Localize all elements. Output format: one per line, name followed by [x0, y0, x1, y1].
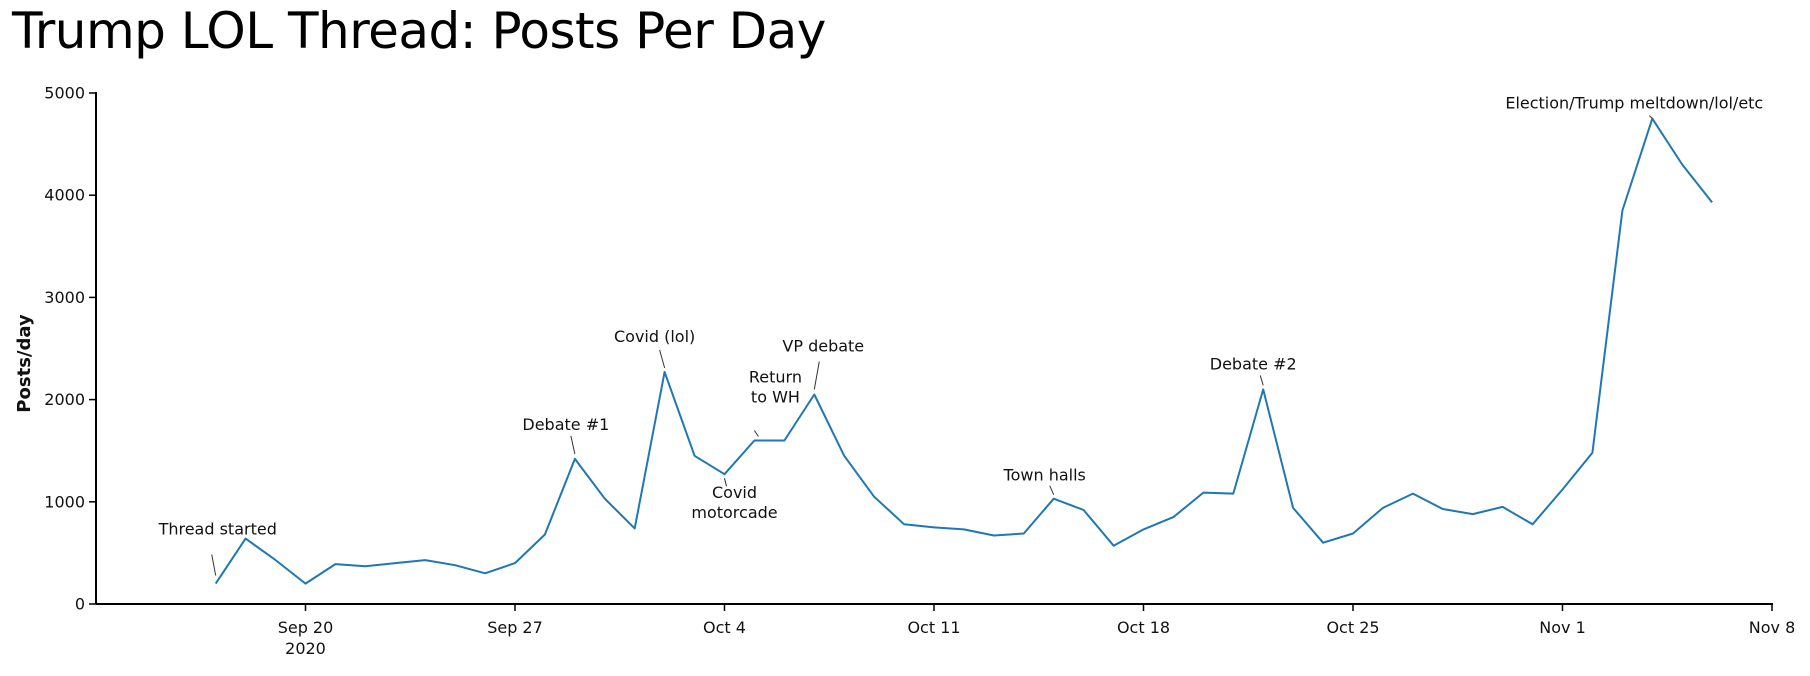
data-point — [1471, 512, 1475, 516]
x-tick-label: Nov 8 — [1749, 618, 1796, 637]
x-tick-label: Sep 27 — [487, 618, 543, 637]
data-point — [1142, 527, 1146, 531]
x-tick-sublabel: 2020 — [285, 639, 326, 658]
data-point — [1680, 163, 1684, 167]
data-point — [1052, 497, 1056, 501]
data-point — [872, 495, 876, 499]
data-point — [1351, 531, 1355, 535]
data-point — [1531, 522, 1535, 526]
data-point — [1291, 506, 1295, 510]
data-point — [1112, 544, 1116, 548]
series-line — [214, 117, 1713, 585]
annotation-leader — [1049, 485, 1055, 495]
x-tick-label: Oct 11 — [907, 618, 960, 637]
y-tick-label: 0 — [75, 595, 85, 614]
data-point — [453, 563, 457, 567]
annotation-leader — [659, 349, 666, 369]
annotation-label: Town halls — [1003, 466, 1086, 485]
x-tick-label: Oct 25 — [1326, 618, 1379, 637]
data-point — [812, 392, 816, 396]
data-point — [423, 558, 427, 562]
annotation-label: Debate #2 — [1210, 354, 1297, 373]
annotation-label: Return — [749, 367, 802, 386]
annotation-label: Debate #1 — [522, 415, 609, 434]
chart-title: Trump LOL Thread: Posts Per Day — [12, 2, 826, 60]
data-point — [932, 525, 936, 529]
annotation-leader — [724, 478, 727, 487]
data-point — [1231, 492, 1235, 496]
data-point — [543, 533, 547, 537]
y-tick-label: 2000 — [44, 390, 85, 409]
data-point — [1561, 488, 1565, 492]
annotation-label: motorcade — [691, 503, 777, 522]
y-tick-label: 5000 — [44, 84, 85, 103]
data-point — [1590, 451, 1594, 455]
annotation-label: Covid (lol) — [614, 327, 695, 346]
annotation-label: Thread started — [158, 520, 277, 539]
data-point — [483, 571, 487, 575]
data-point — [1381, 506, 1385, 510]
data-point — [1022, 531, 1026, 535]
annotation-label: VP debate — [782, 336, 864, 355]
data-point — [214, 582, 218, 586]
annotation-leader — [1648, 115, 1653, 119]
data-point — [1321, 541, 1325, 545]
x-tick-label: Oct 18 — [1117, 618, 1170, 637]
data-point — [274, 558, 278, 562]
data-point — [782, 438, 786, 442]
data-point — [393, 561, 397, 565]
data-point — [304, 582, 308, 586]
y-tick-label: 3000 — [44, 288, 85, 307]
data-point — [633, 526, 637, 530]
data-point — [1501, 505, 1505, 509]
data-point — [842, 454, 846, 458]
y-tick-label: 4000 — [44, 186, 85, 205]
annotation-label: Election/Trump meltdown/lol/etc — [1505, 94, 1763, 113]
data-point — [1441, 507, 1445, 511]
annotation-leader — [211, 554, 217, 576]
data-point — [663, 370, 667, 374]
series-layer — [214, 117, 1714, 586]
data-point — [1082, 508, 1086, 512]
data-point — [363, 564, 367, 568]
data-point — [573, 457, 577, 461]
annotation-label: Covid — [712, 483, 757, 502]
data-point — [992, 534, 996, 538]
y-tick-label: 1000 — [44, 492, 85, 511]
data-point — [962, 527, 966, 531]
data-point — [603, 497, 607, 501]
data-point — [513, 561, 517, 565]
data-point — [723, 472, 727, 476]
annotation-leader — [1259, 375, 1264, 386]
annotation-leader — [570, 435, 576, 454]
x-tick-label: Oct 4 — [703, 618, 746, 637]
data-point — [693, 454, 697, 458]
data-point — [902, 522, 906, 526]
data-point — [1411, 492, 1415, 496]
x-axis: Sep 20 2020 Sep 27 Oct 4 Oct 11 Oct 18 Oct 25 N… — [96, 603, 1796, 658]
x-tick-label: Nov 1 — [1539, 618, 1586, 637]
y-axis-title: Posts/day — [14, 314, 35, 413]
data-point — [333, 562, 337, 566]
data-point — [1261, 387, 1265, 391]
annotation-leader — [813, 361, 820, 390]
annotation-leader — [754, 430, 759, 437]
annotation-layer: Thread started Debate #1 Covid (lol) Covidm… — [158, 94, 1763, 576]
data-point — [1620, 209, 1624, 213]
annotation-label: to WH — [751, 387, 800, 406]
y-axis: 0 1000 2000 3000 4000 5000 — [44, 84, 97, 614]
x-tick-label: Sep 20 — [278, 618, 334, 637]
data-point — [752, 438, 756, 442]
data-point — [1710, 200, 1714, 204]
data-point — [1171, 515, 1175, 519]
data-point — [1201, 491, 1205, 495]
